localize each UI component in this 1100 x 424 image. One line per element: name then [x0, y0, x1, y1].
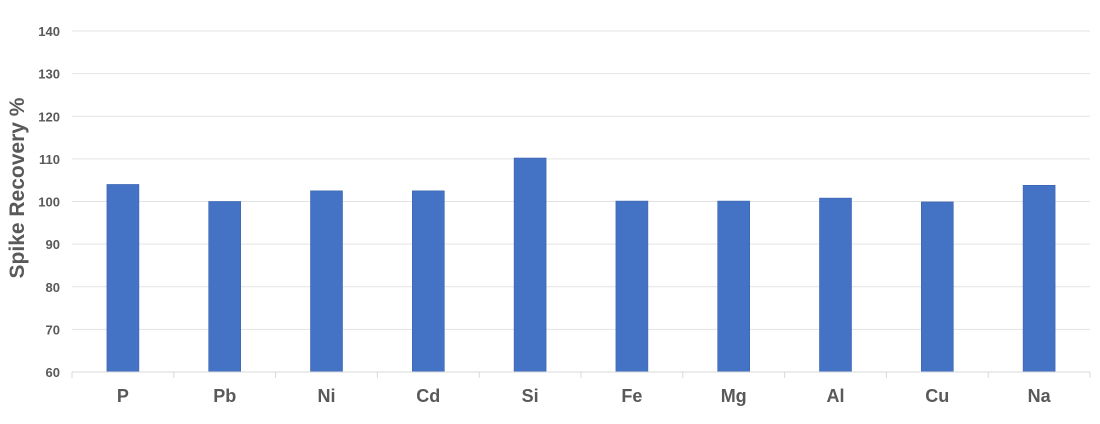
bar-ni	[310, 190, 343, 373]
bar-si	[513, 157, 547, 373]
y-tick-label: 110	[39, 152, 60, 167]
bar-na	[1022, 185, 1056, 373]
x-tick-label: Cd	[416, 386, 440, 406]
x-tick-label: Na	[1028, 386, 1052, 406]
y-axis-label: Spike Recovery %	[6, 97, 29, 278]
x-tick-label: Al	[827, 386, 845, 406]
bar-mg	[717, 200, 751, 373]
y-tick-label: 120	[38, 109, 60, 124]
x-axis	[71, 371, 1091, 378]
y-tick-label: 100	[38, 195, 60, 210]
y-tick-label: 130	[38, 67, 60, 82]
x-tick-label: Cu	[925, 386, 949, 406]
x-tick-label: Mg	[721, 386, 747, 406]
x-tick-label: Pb	[213, 386, 236, 406]
bar-pb	[208, 201, 241, 373]
bar-fe	[615, 200, 649, 373]
x-tick-label: Si	[522, 386, 539, 406]
bar-al	[819, 197, 852, 373]
x-tick-label: P	[117, 386, 129, 406]
x-tick-label: Fe	[621, 386, 642, 406]
y-tick-label: 80	[46, 280, 60, 295]
y-tick-label: 90	[46, 237, 60, 252]
y-tick-label: 60	[46, 365, 60, 380]
y-axis-ticks: 60 70 80 90 100 110 120 130 140	[38, 24, 60, 380]
gridlines	[72, 30, 1090, 330]
x-axis-ticks: P Pb Ni Cd Si Fe Mg Al Cu Na	[117, 386, 1052, 406]
bars	[106, 157, 1056, 373]
bar-cd	[411, 190, 445, 373]
bar-cu	[920, 201, 954, 373]
y-tick-label: 140	[38, 24, 60, 39]
y-tick-label: 70	[46, 322, 60, 337]
x-tick-label: Ni	[318, 386, 336, 406]
bar-p	[106, 184, 140, 373]
